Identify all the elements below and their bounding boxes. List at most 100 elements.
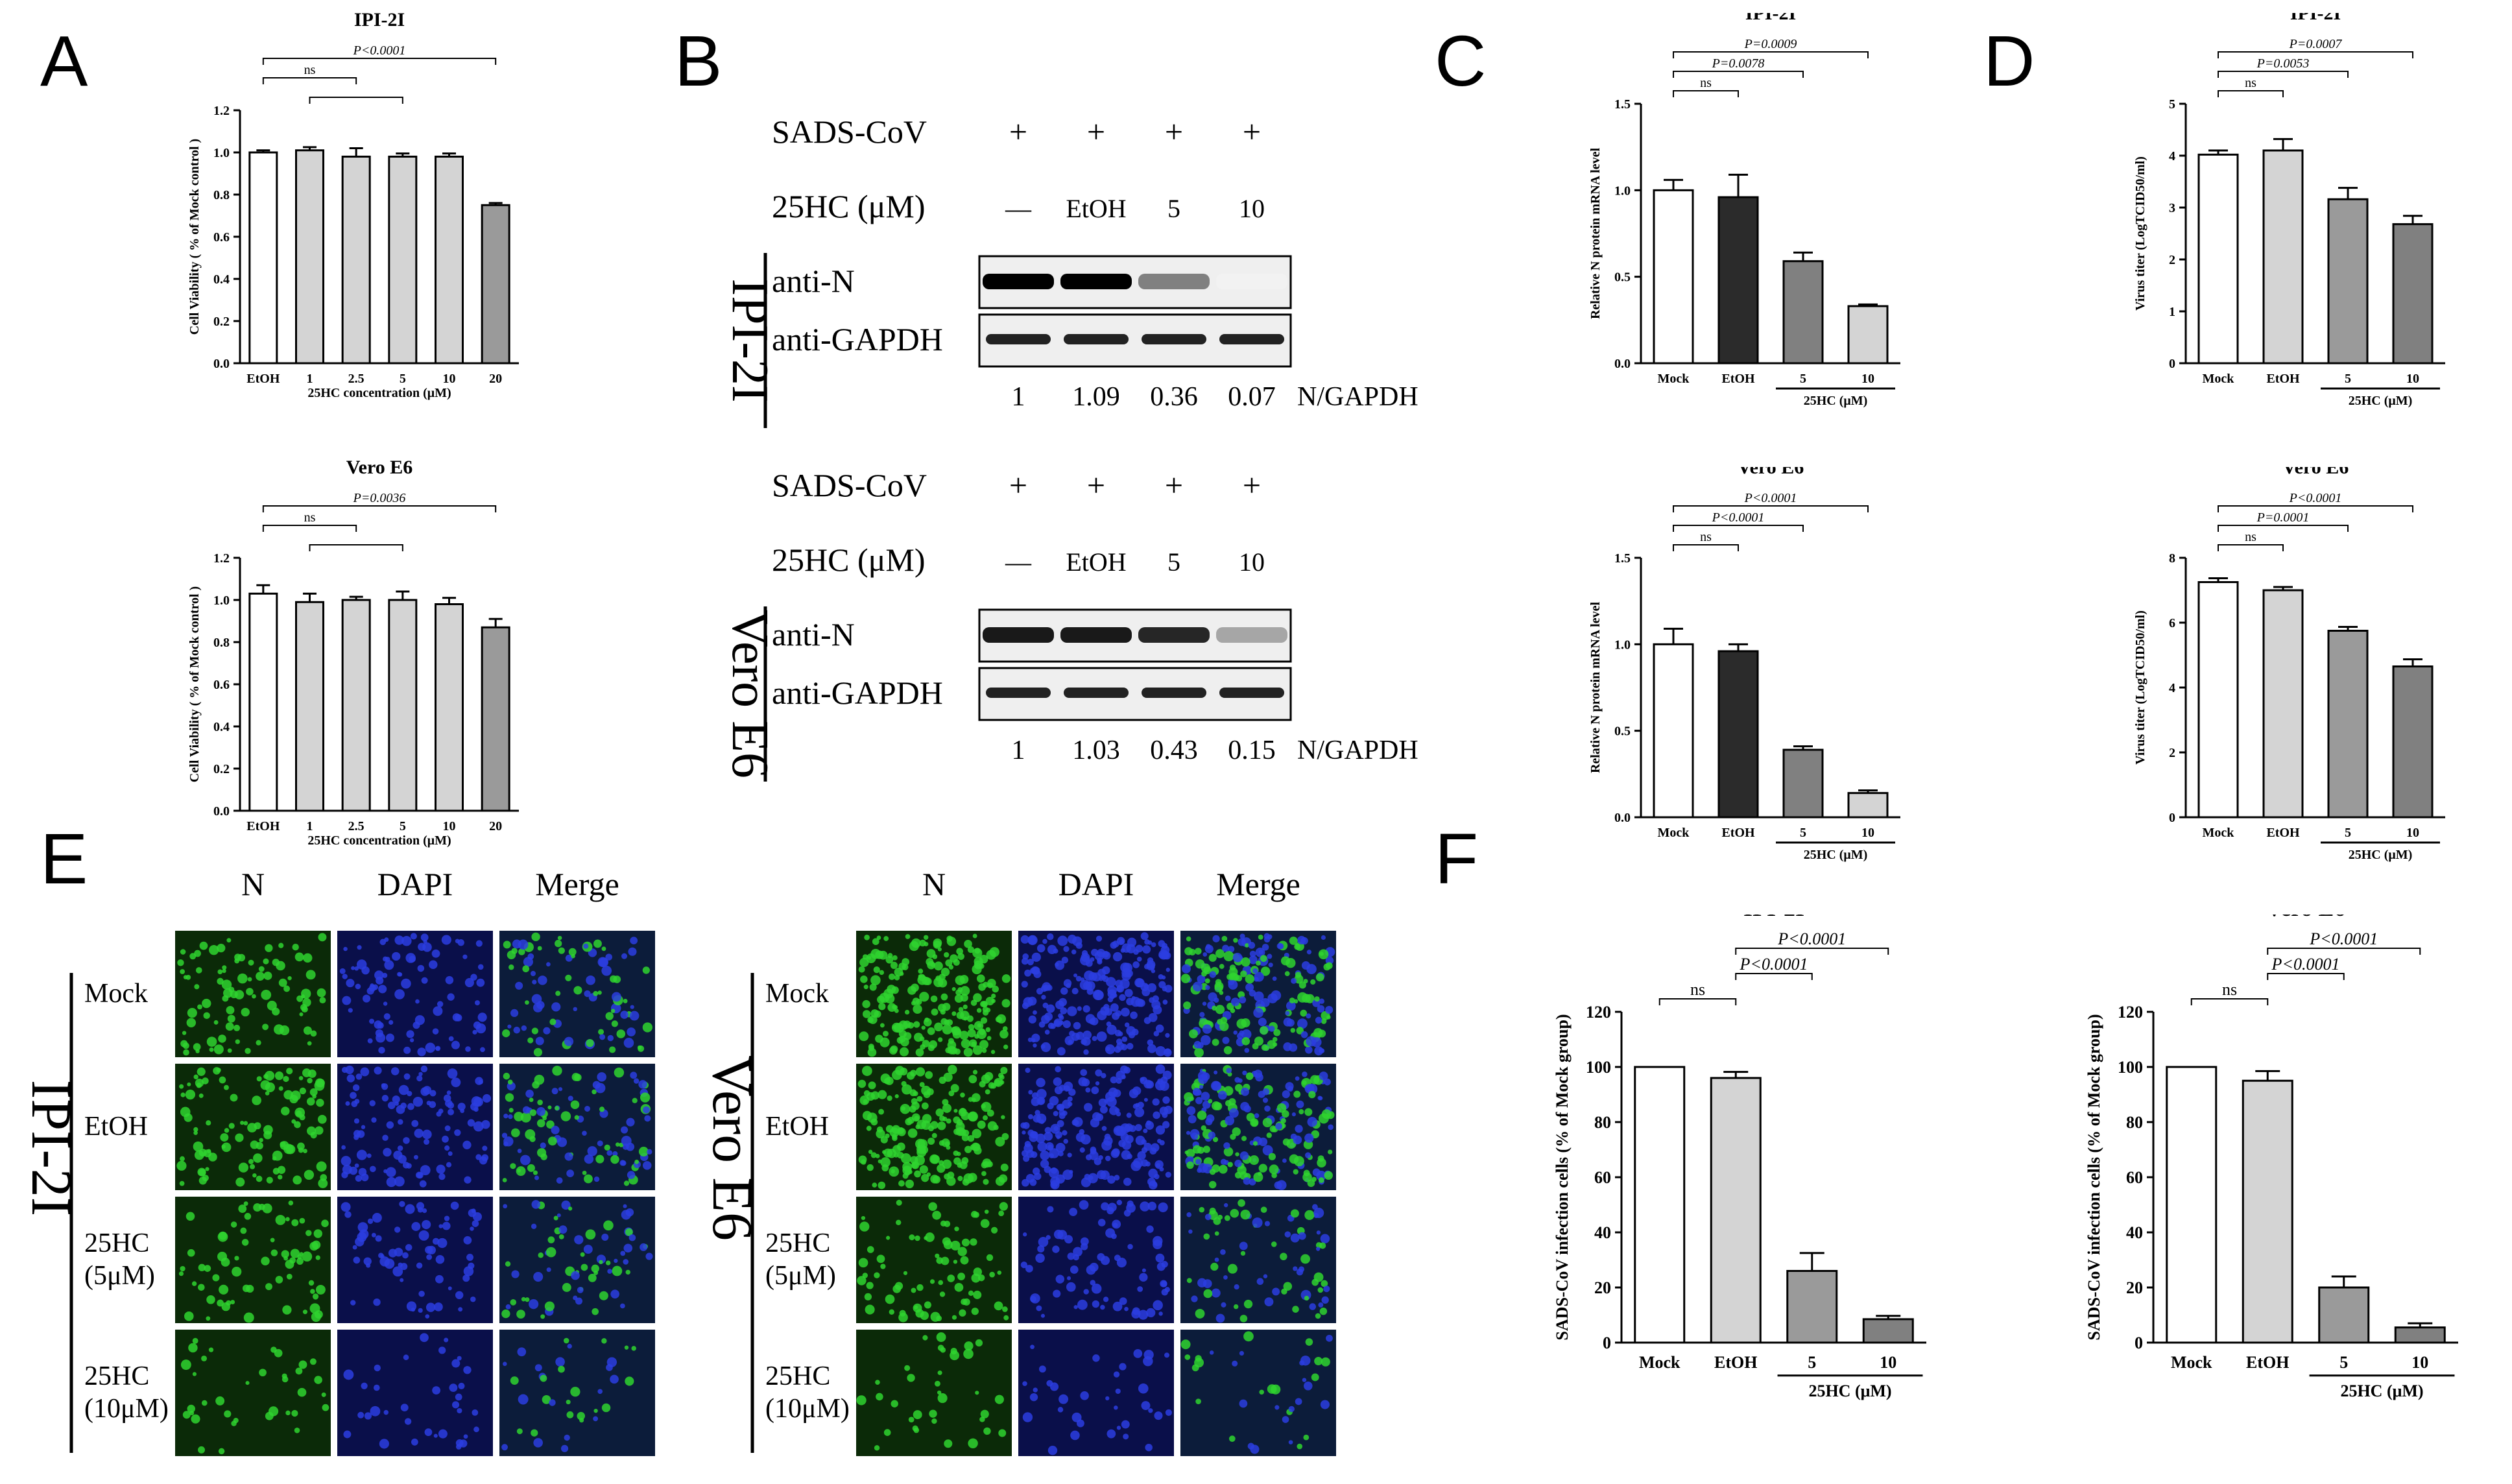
cell-dot bbox=[628, 1234, 636, 1241]
y-axis-label: Relative N protein mRNA level bbox=[1588, 602, 1603, 773]
cell-dot bbox=[1134, 1124, 1142, 1132]
cell-dot bbox=[182, 1031, 187, 1035]
cell-dot bbox=[1073, 1022, 1081, 1030]
cell-dot bbox=[1062, 1020, 1071, 1029]
cell-dot bbox=[1260, 955, 1267, 963]
cell-dot bbox=[455, 939, 460, 944]
cell-dot bbox=[438, 1224, 443, 1228]
cell-dot bbox=[432, 1386, 441, 1395]
cell-dot bbox=[1282, 1416, 1289, 1423]
cell-dot bbox=[1063, 1138, 1068, 1144]
cell-dot bbox=[1137, 1151, 1146, 1160]
x-tick-label: EtOH bbox=[1721, 826, 1755, 840]
cell-dot bbox=[355, 1073, 363, 1080]
cell-dot bbox=[583, 943, 589, 949]
cell-dot bbox=[293, 1175, 302, 1185]
cell-dot bbox=[455, 1444, 462, 1450]
cell-dot bbox=[558, 1234, 564, 1239]
cell-dot bbox=[549, 1399, 556, 1406]
cell-dot bbox=[1193, 1040, 1202, 1049]
cell-dot bbox=[891, 1169, 895, 1174]
cell-dot bbox=[1036, 1077, 1046, 1088]
cell-dot bbox=[530, 970, 536, 976]
cell-dot bbox=[957, 953, 964, 960]
cell-dot bbox=[221, 979, 232, 990]
cell-dot bbox=[553, 1215, 558, 1221]
cell-dot bbox=[964, 1341, 974, 1351]
cell-dot bbox=[427, 1245, 437, 1255]
x-tick-label: 10 bbox=[443, 372, 456, 386]
cell-dot bbox=[321, 1392, 326, 1397]
x-tick-label: 5 bbox=[1808, 1353, 1816, 1372]
panel-label-a: A bbox=[40, 21, 88, 101]
cell-dot bbox=[250, 1140, 259, 1149]
cell-dot bbox=[891, 1400, 898, 1407]
cell-dot bbox=[1317, 1287, 1324, 1293]
cell-dot bbox=[371, 1117, 377, 1123]
column-header: Merge bbox=[1216, 869, 1300, 902]
cell-dot bbox=[197, 1004, 202, 1010]
cell-dot bbox=[352, 1245, 357, 1250]
significance-label: ns bbox=[2245, 76, 2256, 90]
cell-dot bbox=[1248, 942, 1256, 949]
column-header: N bbox=[922, 869, 946, 902]
cell-dot bbox=[1260, 1206, 1267, 1214]
cell-dot bbox=[1272, 1287, 1280, 1296]
column-header: DAPI bbox=[1059, 869, 1134, 902]
cell-dot bbox=[262, 1203, 272, 1214]
virus-mark: + bbox=[1009, 467, 1027, 503]
cell-dot bbox=[1151, 942, 1156, 948]
cell-dot bbox=[1119, 1065, 1129, 1074]
cell-dot bbox=[235, 1039, 241, 1044]
cell-dot bbox=[346, 979, 355, 988]
cell-dot bbox=[1091, 1284, 1102, 1294]
cell-dot bbox=[244, 1213, 252, 1220]
cell-dot bbox=[1116, 985, 1125, 993]
cell-dot bbox=[1062, 1130, 1068, 1136]
cell-dot bbox=[202, 998, 211, 1009]
cell-dot bbox=[307, 1077, 313, 1084]
cell-dot bbox=[930, 995, 938, 1003]
cell-dot bbox=[987, 1121, 998, 1131]
cell-dot bbox=[403, 1354, 409, 1361]
cell-dot bbox=[1186, 1161, 1194, 1169]
y-tick-label: 0.0 bbox=[213, 804, 230, 819]
cell-dot bbox=[1100, 1256, 1110, 1265]
cell-dot bbox=[1145, 1443, 1153, 1452]
cell-dot bbox=[416, 1075, 423, 1082]
ratio-value: 1.03 bbox=[1072, 736, 1120, 765]
cell-dot bbox=[1067, 1153, 1072, 1158]
cell-dot bbox=[1239, 1315, 1248, 1322]
cell-dot bbox=[556, 1213, 561, 1217]
cell-dot bbox=[919, 1082, 925, 1088]
cell-dot bbox=[422, 1086, 432, 1095]
x-tick-label: 10 bbox=[2406, 372, 2419, 386]
cell-dot bbox=[438, 1346, 446, 1354]
cell-dot bbox=[1319, 1071, 1328, 1081]
cell-dot bbox=[180, 1092, 185, 1097]
cell-dot bbox=[867, 1016, 874, 1023]
cell-dot bbox=[1129, 1088, 1139, 1099]
cell-dot bbox=[1134, 977, 1144, 988]
cell-dot bbox=[385, 1033, 394, 1042]
cell-dot bbox=[184, 1311, 194, 1321]
cell-dot bbox=[416, 1262, 423, 1269]
cell-dot bbox=[1260, 1025, 1269, 1035]
cell-dot bbox=[955, 1127, 965, 1136]
cell-dot bbox=[931, 1132, 937, 1138]
cell-dot bbox=[1214, 1231, 1219, 1236]
cell-dot bbox=[309, 1358, 317, 1365]
cell-dot bbox=[369, 1100, 376, 1107]
cell-dot bbox=[988, 1082, 995, 1089]
cell-dot bbox=[1295, 1125, 1303, 1133]
band-n bbox=[983, 627, 1054, 643]
cell-dot bbox=[186, 1018, 197, 1028]
row-label: 25HC bbox=[84, 1228, 149, 1258]
panel-label-d: D bbox=[1983, 21, 2035, 101]
band-gapdh bbox=[1142, 688, 1206, 698]
cell-dot bbox=[532, 979, 537, 985]
cell-dot bbox=[1027, 935, 1037, 945]
cell-dot bbox=[1282, 1110, 1289, 1118]
chart-title: IPI-2I bbox=[354, 13, 405, 30]
cell-dot bbox=[630, 1005, 634, 1009]
